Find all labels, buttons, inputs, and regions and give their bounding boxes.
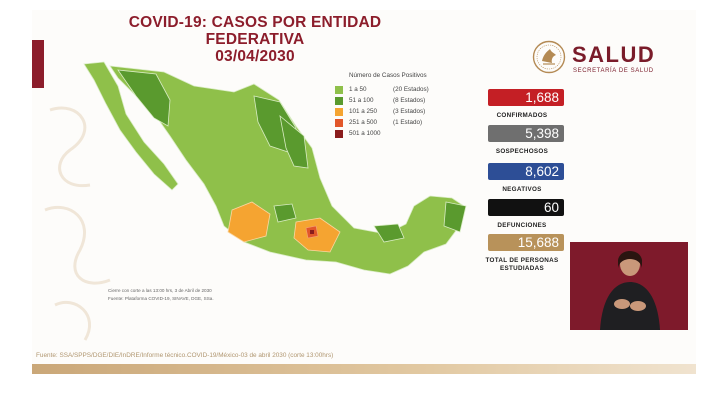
map-region-baja-california (83, 61, 179, 191)
title-date: 03/04/2030 (215, 48, 295, 65)
legend-count: (1 Estado) (393, 119, 423, 126)
eagle-seal-icon (532, 40, 566, 74)
legend-count: (8 Estados) (393, 97, 426, 104)
stat-sospechosos-value: 5,398 (488, 125, 564, 142)
map-region-jalisco (227, 201, 271, 243)
title-text: COVID-19: CASOS POR ENTIDAD FEDERATIVA (128, 14, 382, 48)
map-region-mainland (109, 65, 465, 275)
stat-defunciones-value: 60 (488, 199, 564, 216)
map-region-quintana-roo (443, 201, 467, 233)
legend-count: (3 Estados) (393, 108, 426, 115)
bottom-bar (32, 364, 696, 374)
legend-swatch (335, 118, 343, 127)
stat-defunciones-label: DEFUNCIONES (497, 222, 547, 229)
notes-cutoff: Cierre con corte a las 13:00 hrs, 3 de A… (108, 288, 212, 293)
legend-swatch (335, 129, 343, 138)
map-region-sonora (117, 69, 171, 127)
legend-range: 501 a 1000 (349, 130, 381, 137)
logo-subtitle: SECRETARÍA DE SALUD (573, 68, 654, 74)
legend-item: 101 a 250 (3 Estados) (335, 106, 485, 117)
decorative-pattern (44, 106, 111, 341)
stat-sospechosos-label: SOSPECHOSOS (495, 148, 549, 155)
legend-title: Número de Casos Positivos (349, 72, 427, 79)
legend-item: 251 a 500 (1 Estado) (335, 117, 485, 128)
logo-brand: SALUD (572, 42, 656, 67)
legend-item: 1 a 50 (20 Estados) (335, 84, 485, 95)
salud-logo: SALUD SECRETARÍA DE SALUD (532, 40, 662, 80)
footer-source: Fuente: SSA/SPPS/DGE/DIE/InDRE/Informe t… (36, 352, 334, 359)
map-region-cdmx-center (310, 230, 314, 234)
legend-range: 101 a 250 (349, 108, 378, 115)
map-region-queretaro (273, 203, 297, 223)
legend-swatch (335, 85, 343, 94)
stat-negativos-value: 8,602 (488, 163, 564, 180)
left-accent-stripe (32, 40, 44, 88)
legend-range: 1 a 50 (349, 86, 367, 93)
notes-source: Fuente: Plataforma COVID-19, SINAVE, DGE… (108, 296, 214, 301)
legend-swatch (335, 107, 343, 116)
legend-swatch (335, 96, 343, 105)
legend-item: 501 a 1000 (335, 128, 485, 139)
stat-total-value: 15,688 (488, 234, 564, 251)
sign-language-interpreter (570, 242, 688, 330)
page-title: COVID-19: CASOS POR ENTIDAD FEDERATIVA 0… (80, 14, 430, 65)
legend-item: 51 a 100 (8 Estados) (335, 95, 485, 106)
legend-count: (20 Estados) (393, 86, 429, 93)
stat-confirmados-value: 1,688 (488, 89, 564, 106)
legend-range: 51 a 100 (349, 97, 374, 104)
map-region-nuevo-leon (279, 114, 309, 169)
stat-confirmados-label: CONFIRMADOS (496, 112, 548, 119)
legend-range: 251 a 500 (349, 119, 378, 126)
map-notes: Cierre con corte a las 13:00 hrs, 3 de A… (108, 287, 214, 303)
stat-total-label: TOTAL DE PERSONAS ESTUDIADAS (485, 257, 559, 272)
stat-negativos-label: NEGATIVOS (502, 186, 542, 193)
mexico-map (83, 61, 467, 275)
map-legend: Número de Casos Positivos 1 a 50 (20 Est… (335, 72, 485, 139)
map-region-tabasco (373, 223, 405, 243)
interpreter-figure-icon (600, 251, 660, 330)
